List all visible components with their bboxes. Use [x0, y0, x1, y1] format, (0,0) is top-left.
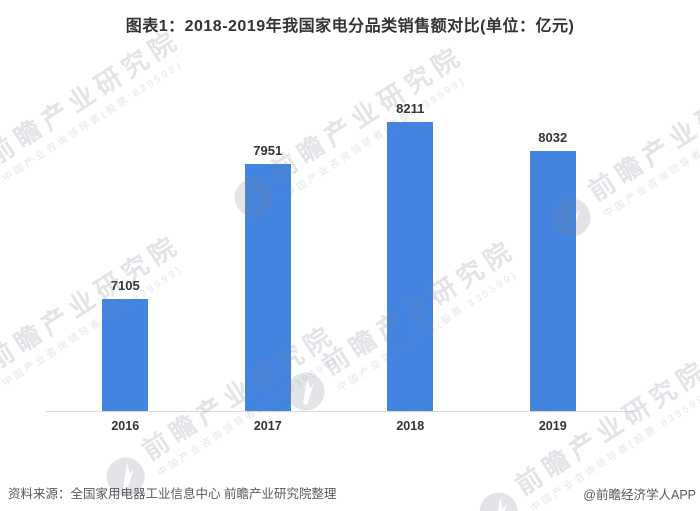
x-axis-line [46, 411, 634, 412]
bar-group: 7951 [197, 82, 340, 412]
credit-label: @前瞻经济学人APP [583, 488, 696, 502]
x-axis-tick-label: 2016 [111, 419, 140, 433]
plot-area: 7105 7951 8211 8032 [54, 82, 624, 412]
x-axis-tick-label: 2019 [538, 419, 567, 433]
bar [387, 122, 434, 412]
source-note: 资料来源：全国家用电器工业信息中心 前瞻产业研究院整理 [8, 487, 337, 501]
chart-title: 图表1：2018-2019年我国家电分品类销售额对比(单位：亿元) [125, 18, 575, 35]
bar-group: 8211 [339, 82, 482, 412]
bar-group: 7105 [54, 82, 197, 412]
bar [529, 151, 576, 412]
x-axis-tick-label: 2017 [253, 419, 282, 433]
bar [102, 299, 149, 412]
x-axis-tick-label: 2018 [396, 419, 425, 433]
bar [244, 164, 291, 412]
bar-value-label: 7105 [110, 278, 140, 293]
bar-value-label: 8032 [538, 130, 568, 145]
x-axis-labels: 2016 2017 2018 2019 [54, 419, 624, 433]
bar-value-label: 7951 [253, 143, 283, 158]
bar-group: 8032 [482, 82, 625, 412]
qianzhan-logo-icon [479, 492, 518, 511]
bar-value-label: 8211 [396, 101, 425, 116]
